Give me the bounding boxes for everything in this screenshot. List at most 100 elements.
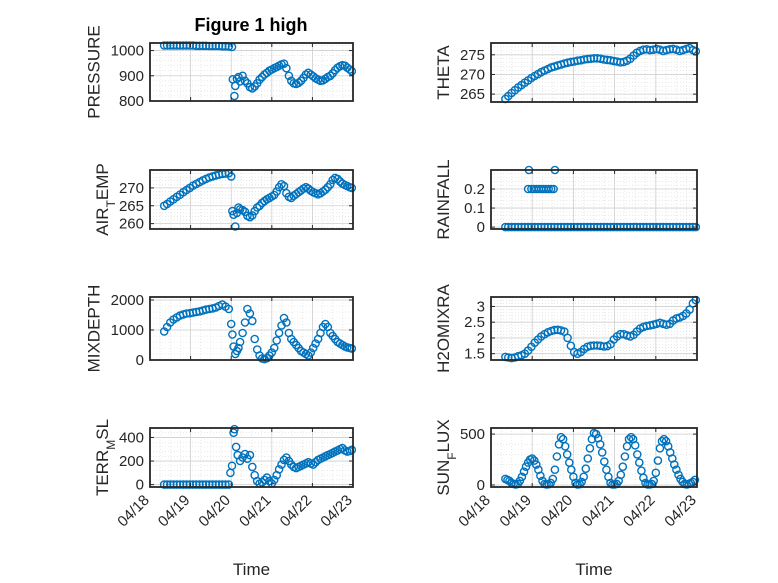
y-tick-label: 900 <box>119 68 144 85</box>
data-point <box>231 442 241 452</box>
data-point <box>306 348 316 357</box>
axes-box <box>490 169 698 230</box>
data-point <box>255 75 264 84</box>
data-point <box>544 184 554 194</box>
data-point <box>234 343 243 353</box>
data-point <box>247 316 257 326</box>
y-axis-label-part: AIR <box>93 207 112 235</box>
y-axis-label: RAINFALL <box>434 159 453 239</box>
y-tick-label: 265 <box>460 86 485 103</box>
data-point <box>659 434 669 444</box>
y-tick-label: 2.5 <box>464 314 485 331</box>
data-point <box>639 473 648 483</box>
data-point <box>238 328 247 338</box>
data-point <box>247 211 257 220</box>
y-tick-label: 800 <box>119 93 144 110</box>
data-point <box>228 330 237 339</box>
y-axis-label: MIXDEPTH <box>85 285 104 373</box>
y-axis-label-part: SUN <box>434 460 453 496</box>
data-point <box>626 222 635 232</box>
data-point <box>318 187 328 196</box>
data-point <box>562 450 572 459</box>
data-point <box>591 429 601 439</box>
data-point <box>325 179 335 189</box>
data-markers <box>159 168 357 231</box>
x-axis-label: Time <box>233 560 270 579</box>
data-point <box>294 78 303 88</box>
subplot-4: 0 0.1 0.2 RAINFALL <box>434 159 701 240</box>
data-point <box>221 480 230 489</box>
data-point <box>234 72 243 82</box>
data-point <box>548 474 558 484</box>
data-point <box>224 480 234 489</box>
data-point <box>347 66 357 76</box>
data-point <box>691 222 701 232</box>
data-point <box>321 185 330 194</box>
data-point <box>620 452 630 461</box>
data-point <box>550 465 560 475</box>
data-point <box>245 450 255 460</box>
data-point <box>624 434 634 444</box>
data-markers <box>501 295 701 363</box>
y-tick-label: 200 <box>119 453 144 470</box>
data-markers <box>159 41 357 101</box>
data-point <box>240 449 250 459</box>
data-markers <box>501 43 701 104</box>
data-point <box>530 456 539 465</box>
figure-title: Figure 1 high <box>194 15 307 35</box>
y-tick-label: 1.5 <box>464 346 485 363</box>
data-point <box>243 304 252 314</box>
axes-box <box>149 296 354 361</box>
data-point <box>230 91 239 101</box>
y-axis-label: TERRMSL <box>93 419 118 496</box>
data-point <box>257 72 267 82</box>
data-point <box>661 436 671 446</box>
y-tick-label: 0 <box>477 477 485 494</box>
axes-box <box>149 169 354 230</box>
axes-box <box>490 427 698 488</box>
y-axis-label: SUNFLUX <box>434 419 459 495</box>
y-tick-label: 260 <box>119 216 144 233</box>
data-point <box>274 328 284 338</box>
data-point <box>674 470 683 480</box>
data-point <box>269 343 279 353</box>
y-axis-label-part: TERR <box>93 450 112 496</box>
axes-box <box>490 296 698 361</box>
y-tick-label: 3 <box>477 298 485 315</box>
y-tick-label: 0.2 <box>464 181 485 198</box>
data-point <box>532 460 541 469</box>
data-point <box>546 184 556 194</box>
y-axis-label-part: THETA <box>434 45 453 100</box>
y-tick-label: 0 <box>136 477 144 494</box>
y-axis-label-part: EMP <box>93 163 112 200</box>
data-markers <box>501 428 700 489</box>
axes-box <box>149 427 354 488</box>
y-tick-label: 2 <box>477 330 485 347</box>
data-point <box>515 476 525 486</box>
data-point <box>629 222 638 232</box>
data-point <box>347 183 357 193</box>
data-point <box>616 470 626 480</box>
data-point <box>657 436 667 446</box>
axes-box <box>149 42 354 102</box>
y-tick-label: 0 <box>477 219 485 236</box>
y-axis-label-part: MIXDEPTH <box>85 285 104 373</box>
data-point <box>630 440 640 450</box>
data-point <box>228 206 237 216</box>
subplot-1: 800 900 1000 PRESSURE <box>85 25 357 119</box>
data-point <box>501 222 510 232</box>
data-point <box>579 472 589 482</box>
subplot-5: 0 1000 2000 MIXDEPTH <box>85 285 357 373</box>
data-point <box>279 59 289 69</box>
data-point <box>577 477 586 487</box>
data-point <box>527 454 537 463</box>
data-point <box>311 339 320 348</box>
subplot-6: 1.522.53 H2OMIXRA <box>434 283 701 373</box>
data-point <box>546 222 556 232</box>
data-point <box>549 184 558 194</box>
data-point <box>282 63 291 73</box>
data-point <box>235 337 245 347</box>
data-point <box>649 476 659 486</box>
